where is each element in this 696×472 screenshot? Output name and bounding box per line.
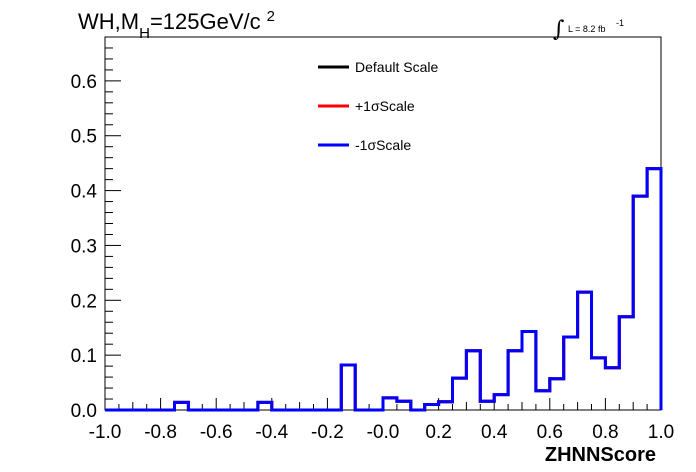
y-tick-label: 0.1 bbox=[71, 346, 97, 367]
integral-sign: ∫ bbox=[553, 17, 565, 42]
lumi-superscript: -1 bbox=[616, 18, 624, 28]
x-tick-label: 0.4 bbox=[481, 422, 508, 443]
series-minus1sigma-scale-line bbox=[105, 167, 663, 412]
title-superscript: 2 bbox=[267, 8, 275, 25]
y-tick-label: 0.6 bbox=[71, 72, 97, 93]
y-tick-label: 0.3 bbox=[71, 236, 97, 257]
x-tick-label: -1.0 bbox=[89, 422, 122, 443]
x-tick-label: -0.4 bbox=[255, 422, 288, 443]
x-tick-label: 0.2 bbox=[425, 422, 451, 443]
x-axis-tick-labels: -1.0 -0.8 -0.6 -0.4 -0.2 -0.0 0.2 0.4 0.6 0.8 1.0 bbox=[89, 422, 675, 443]
title-suffix: =125GeV/c bbox=[150, 9, 261, 34]
chart-title: WH,MH=125GeV/c 2 bbox=[78, 8, 275, 42]
y-tick-label: 0.4 bbox=[71, 182, 98, 203]
lumi-text: L = 8.2 fb bbox=[568, 24, 605, 34]
legend-label-plus1sigma: +1σScale bbox=[355, 98, 415, 114]
x-tick-label: -0.0 bbox=[367, 422, 400, 443]
y-tick-label: 0.0 bbox=[71, 401, 97, 422]
x-tick-label: -0.6 bbox=[200, 422, 233, 443]
x-tick-label: 0.6 bbox=[537, 422, 563, 443]
y-tick-label: 0.2 bbox=[71, 291, 97, 312]
legend-label-minus1sigma: -1σScale bbox=[355, 137, 411, 153]
x-tick-label: 0.8 bbox=[592, 422, 618, 443]
title-subscript: H bbox=[139, 25, 150, 42]
y-axis-tick-labels: 0.0 0.1 0.2 0.3 0.4 0.5 0.6 bbox=[71, 72, 98, 422]
luminosity-label: ∫ L = 8.2 fb -1 bbox=[553, 17, 624, 42]
title-prefix: WH,M bbox=[78, 9, 139, 34]
x-tick-label: 1.0 bbox=[648, 422, 674, 443]
x-axis-label: ZHNNScore bbox=[545, 444, 656, 466]
y-tick-label: 0.5 bbox=[71, 127, 97, 148]
legend: Default Scale +1σScale -1σScale bbox=[318, 59, 438, 153]
y-axis-ticks bbox=[105, 36, 121, 411]
x-tick-label: -0.2 bbox=[311, 422, 344, 443]
x-tick-label: -0.8 bbox=[144, 422, 177, 443]
legend-label-default: Default Scale bbox=[355, 59, 438, 75]
series-layer bbox=[105, 167, 663, 412]
